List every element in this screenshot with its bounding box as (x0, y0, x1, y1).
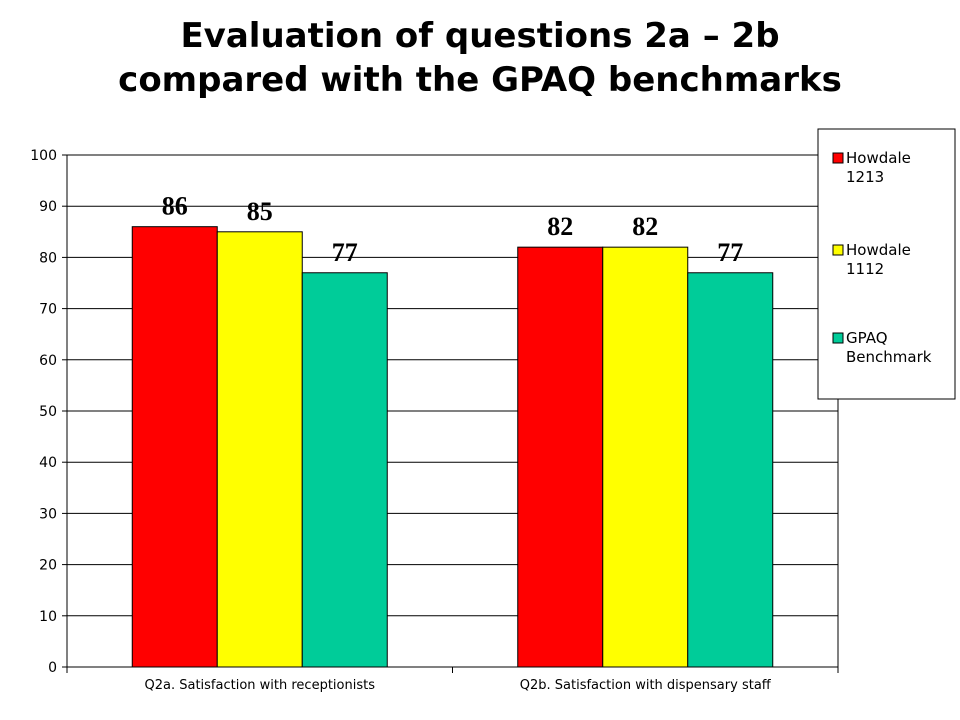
chart-title-line-2: compared with the GPAQ benchmarks (118, 60, 842, 100)
y-tick-label-60: 60 (39, 353, 57, 369)
y-tick-label-0: 0 (48, 660, 57, 676)
bar-1-2 (216, 231, 303, 668)
legend-swatch-1 (832, 152, 844, 164)
y-tick-label-30: 30 (39, 506, 57, 522)
chart-title-line-1: Evaluation of questions 2a – 2b (180, 16, 780, 56)
y-tick-label-50: 50 (39, 404, 57, 420)
y-tick-label-10: 10 (39, 609, 57, 625)
legend-swatch-3 (832, 332, 844, 344)
bar-2-1 (517, 246, 604, 668)
legend-label-1-line-1: Howdale (846, 149, 911, 167)
chart-title: Evaluation of questions 2a – 2b compared… (0, 14, 960, 102)
data-label-1-3: 77 (332, 238, 358, 267)
y-tick-label-40: 40 (39, 455, 57, 471)
y-tick-label-90: 90 (39, 199, 57, 215)
y-tick-label-70: 70 (39, 302, 57, 318)
legend-box (817, 128, 956, 400)
bar-2-2 (602, 246, 689, 668)
data-label-2-2: 82 (632, 212, 658, 241)
y-tick-label-100: 100 (30, 148, 57, 164)
legend-swatch-2 (832, 244, 844, 256)
bars (131, 226, 774, 668)
bar-1-1 (131, 226, 218, 668)
bar-2-3 (687, 272, 774, 668)
data-label-2-1: 82 (547, 212, 573, 241)
axes: 0 10 20 30 40 50 60 70 80 90 100 Q2a. Satisfaction … (30, 148, 839, 693)
x-category-label-1: Q2a. Satisfaction with receptionists (145, 678, 376, 693)
legend-label-2-line-2: 1112 (846, 260, 884, 278)
data-label-2-3: 77 (717, 238, 743, 267)
y-tick-label-80: 80 (39, 250, 57, 266)
x-category-label-2: Q2b. Satisfaction with dispensary staff (520, 678, 772, 693)
legend-label-3-line-2: Benchmark (846, 348, 932, 366)
legend-label-3-line-1: GPAQ (846, 329, 888, 347)
legend-label-1-line-2: 1213 (846, 168, 884, 186)
legend-label-2-line-1: Howdale (846, 241, 911, 259)
bar-1-3 (301, 272, 388, 668)
y-tick-label-20: 20 (39, 558, 57, 574)
data-label-1-2: 85 (247, 197, 273, 226)
data-labels: 86 85 77 82 82 77 (162, 192, 744, 267)
data-label-1-1: 86 (162, 192, 188, 221)
